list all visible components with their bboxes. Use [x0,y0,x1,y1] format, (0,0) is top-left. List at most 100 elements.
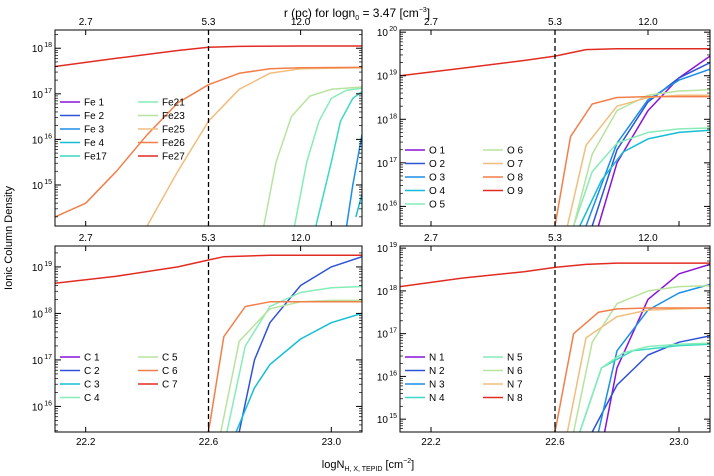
fe-legend-label-fe-4: Fe 4 [84,138,104,149]
fe-series-fe23 [263,86,362,226]
xlabel-close: ] [411,459,414,471]
n-top-tick-label: 5.3 [548,233,562,244]
figure-title: r (pc) for logn0 = 3.47 [cm−3] [284,6,430,22]
fe-series-fe-4 [355,193,362,218]
o-series-o-1 [597,55,710,226]
fe-legend-label-fe17: Fe17 [84,152,107,163]
o-legend: O 1 O 2 O 3 O 4 O 5 O 6 O 7 O 8 O 9 [405,146,524,211]
o-ytick-label-17: 1017 [377,157,397,170]
o-series-o-5 [572,127,710,226]
fe-ytick-exp-15: 15 [44,179,52,186]
c-xtick-label: 23.0 [322,437,342,448]
n-ytick-exp-15: 15 [389,413,397,420]
o-series-o-8 [554,95,710,226]
n-ytick-label-15: 1015 [377,413,397,426]
c-legend-label-c-4: C 4 [84,393,100,404]
c-legend-label-c-3: C 3 [84,380,100,391]
fe-legend-label-fe-2: Fe 2 [84,111,104,122]
n-legend-label-n-1: N 1 [429,353,445,364]
n-legend-label-n-2: N 2 [429,366,445,377]
c-legend-label-c-7: C 7 [162,380,178,391]
n-top-tick-label: 2.7 [424,233,438,244]
o-ytick-label-16: 1016 [377,200,397,213]
fe-legend: Fe 1 Fe 2 Fe 3 Fe 4 Fe17 Fe21 Fe23 Fe25 Fe26 Fe27 [60,98,185,163]
xlabel-prefix: logN [322,459,345,471]
o-legend-label-o-4: O 4 [429,186,446,197]
fe-legend-label-fe-3: Fe 3 [84,125,104,136]
o-ytick-exp-20: 20 [389,26,397,33]
fe-series-fe21 [293,87,362,226]
o-legend-label-o-7: O 7 [507,159,524,170]
title-sub: 0 [355,15,359,22]
n-ytick-exp-19: 19 [389,242,397,249]
c-panel: 1016 1017 1018 1019 2.7 5.3 12.0 22.2 22.6 23.0 C … [32,233,363,448]
n-xtick-label: 22.2 [421,437,441,448]
fe-series-fe-3 [345,134,362,226]
fe-legend-label-fe27: Fe27 [162,152,185,163]
n-xtick-label: 22.6 [545,437,565,448]
c-series-c-7 [55,254,362,284]
o-series-group [400,47,710,226]
xlabel-sub: H, X, TEPID [344,466,382,473]
n-xtick-label: 23.0 [669,437,689,448]
c-top-tick-label: 5.3 [202,233,216,244]
n-panel: 1015 1016 1017 1018 1019 2.7 5.3 12.0 22.2 22.6 23… [377,233,711,448]
c-legend-label-c-6: C 6 [162,366,178,377]
n-legend-label-n-7: N 7 [507,380,523,391]
o-legend-label-o-6: O 6 [507,146,524,157]
c-series-c-3 [235,312,362,432]
n-ytick-exp-16: 16 [389,370,397,377]
o-top-tick-label: 5.3 [548,17,562,28]
c-top-tick-label: 2.7 [79,233,93,244]
c-legend: C 1 C 2 C 3 C 4 C 5 C 6 C 7 [60,353,178,404]
title-exp: −3 [419,7,427,14]
c-ytick-label-16: 1016 [32,400,52,413]
o-ytick-exp-19: 19 [389,70,397,77]
c-ytick-exp-18: 18 [44,307,52,314]
o-ytick-label-18: 1018 [377,113,397,126]
xlabel-unit: [cm [382,459,403,471]
n-legend-label-n-8: N 8 [507,393,523,404]
o-top-tick-label: 2.7 [424,17,438,28]
n-ytick-exp-17: 17 [389,328,397,335]
c-series-c-5 [220,299,362,432]
fe-ytick-exp-16: 16 [44,133,52,140]
title-close: ] [427,6,430,20]
o-series-o-6 [572,88,710,226]
n-series-group [400,262,710,432]
c-ytick-exp-19: 19 [44,261,52,268]
n-series-n-5 [579,342,710,432]
fe-top-tick-label: 5.3 [202,17,216,28]
c-series-group [55,254,362,432]
fe-ytick-exp-18: 18 [44,42,52,49]
c-series-c-4 [226,285,362,432]
c-xtick-label: 22.6 [199,437,219,448]
c-xtick-label: 22.2 [76,437,96,448]
n-series-n-7 [566,307,710,432]
o-series-o-2 [591,62,710,226]
o-legend-label-o-8: O 8 [507,173,524,184]
n-ytick-label-16: 1016 [377,370,397,383]
fe-series-fe26 [55,66,362,218]
fe-ytick-label-16: 1016 [32,133,52,146]
c-ytick-label-17: 1017 [32,354,52,367]
fe-legend-label-fe25: Fe25 [162,125,185,136]
o-ytick-label-20: 1020 [377,26,397,39]
n-ytick-label-17: 1017 [377,328,397,341]
o-legend-label-o-5: O 5 [429,200,446,211]
c-legend-label-c-5: C 5 [162,353,178,364]
y-axis-label: Ionic Column Density [3,186,15,290]
o-series-o-4 [579,129,710,226]
n-legend-label-n-4: N 4 [429,393,445,404]
fe-series-fe25 [146,67,362,226]
c-ytick-label-18: 1018 [32,307,52,320]
o-legend-label-o-9: O 9 [507,186,524,197]
x-axis-label: logNH, X, TEPID [cm−2] [322,458,414,473]
c-ytick-exp-17: 17 [44,354,52,361]
n-series-n-2 [591,335,710,432]
n-series-n-6 [572,285,710,432]
n-series-n-8b [554,307,710,432]
n-series-n-8 [400,262,710,288]
